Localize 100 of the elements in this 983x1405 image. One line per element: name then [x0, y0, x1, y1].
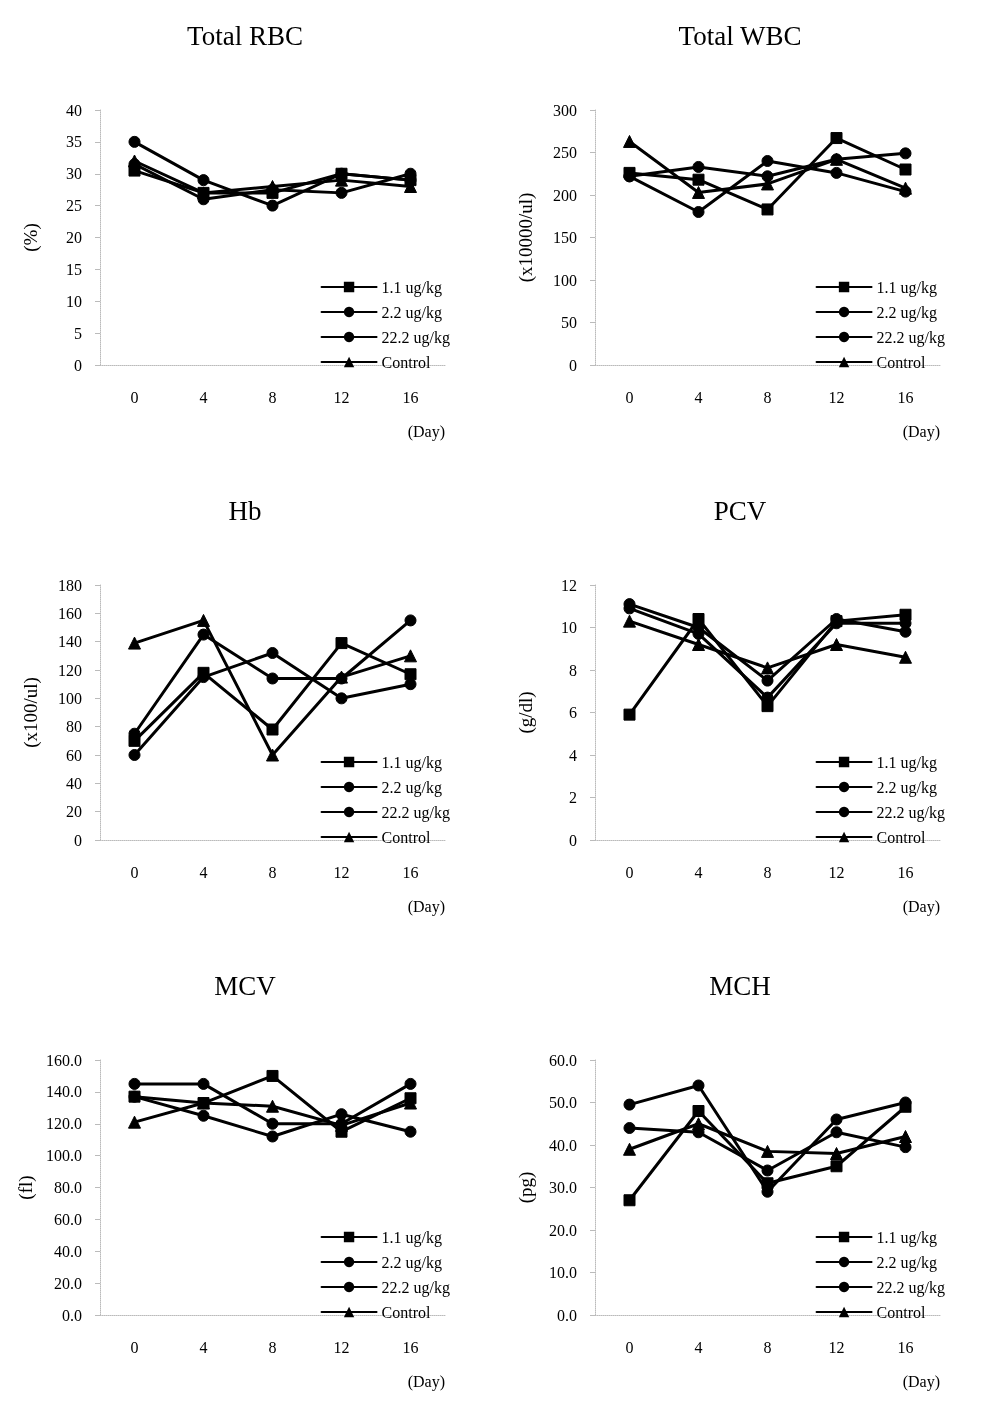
x-tick-label: 12 — [333, 1338, 350, 1356]
y-tick-label: 160.0 — [46, 1051, 82, 1069]
legend-label: 1.1 ug/kg — [381, 1228, 443, 1247]
y-tick-label: 20 — [66, 803, 82, 821]
y-tick-label: 5 — [74, 324, 82, 342]
x-tick-label: 0 — [130, 863, 139, 881]
x-tick-label: 12 — [828, 1338, 845, 1356]
y-tick-label: 0 — [74, 356, 82, 374]
y-tick-label: 60.0 — [54, 1210, 82, 1228]
legend-label: 22.2 ug/kg — [381, 803, 451, 822]
y-tick-label: 250 — [553, 144, 577, 161]
x-axis-title: (Day) — [902, 422, 940, 441]
x-tick-label: 8 — [268, 863, 277, 881]
y-tick-label: 20.0 — [54, 1274, 82, 1292]
legend-label: 1.1 ug/kg — [381, 753, 443, 772]
chart-title: Hb — [228, 495, 262, 526]
legend-label: Control — [381, 828, 431, 846]
legend-label: 2.2 ug/kg — [876, 1253, 938, 1272]
y-tick-label: 140 — [58, 633, 82, 651]
x-tick-label: 4 — [694, 1338, 703, 1356]
chart-title: MCH — [709, 970, 771, 1001]
legend-label: 22.2 ug/kg — [381, 1278, 451, 1297]
y-tick-label: 0 — [569, 356, 577, 374]
x-tick-label: 16 — [897, 388, 914, 406]
legend-label: 22.2 ug/kg — [381, 328, 451, 347]
x-tick-label: 4 — [199, 1338, 208, 1356]
y-tick-label: 30.0 — [549, 1179, 577, 1196]
y-tick-label: 120.0 — [46, 1115, 82, 1133]
x-tick-label: 16 — [897, 863, 914, 881]
x-axis-title: (Day) — [902, 897, 940, 916]
y-tick-label: 20.0 — [549, 1221, 577, 1239]
chart-title: Total RBC — [187, 20, 303, 51]
legend-label: 2.2 ug/kg — [381, 778, 443, 797]
x-tick-label: 4 — [199, 863, 208, 881]
y-tick-label: 0 — [74, 831, 82, 849]
legend-label: 1.1 ug/kg — [381, 278, 443, 297]
y-tick-label: 150 — [553, 229, 577, 246]
y-axis-title: (x10000/ul) — [515, 192, 537, 283]
y-tick-label: 6 — [569, 704, 577, 721]
x-tick-label: 16 — [897, 1338, 914, 1356]
y-tick-label: 40 — [66, 101, 82, 119]
y-tick-label: 0 — [569, 831, 577, 849]
x-tick-label: 12 — [333, 388, 350, 406]
y-tick-label: 10 — [66, 292, 82, 310]
y-axis-title: (fl) — [15, 1175, 38, 1200]
y-tick-label: 8 — [569, 661, 577, 679]
x-tick-label: 8 — [268, 1338, 277, 1356]
legend-label: Control — [876, 828, 926, 846]
y-tick-label: 10.0 — [549, 1264, 577, 1281]
y-tick-label: 160 — [58, 604, 82, 622]
y-tick-label: 30 — [66, 165, 82, 183]
x-tick-label: 0 — [625, 863, 634, 881]
x-tick-label: 16 — [402, 388, 419, 406]
x-axis-title: (Day) — [407, 897, 445, 916]
legend-label: 22.2 ug/kg — [876, 328, 946, 347]
y-axis-title: (x100/ul) — [20, 677, 42, 748]
legend-label: 2.2 ug/kg — [876, 778, 938, 797]
x-tick-label: 0 — [130, 388, 139, 406]
y-tick-label: 15 — [66, 260, 82, 278]
x-axis-title: (Day) — [407, 1372, 445, 1391]
legend-label: 22.2 ug/kg — [876, 803, 946, 822]
x-tick-label: 8 — [763, 1338, 772, 1356]
legend-label: 1.1 ug/kg — [876, 1228, 938, 1247]
y-tick-label: 200 — [553, 186, 577, 204]
y-axis-title: (g/dl) — [515, 691, 537, 734]
x-tick-label: 16 — [402, 1338, 419, 1356]
y-axis-title: (%) — [20, 223, 42, 252]
legend-label: Control — [381, 1303, 431, 1321]
y-tick-label: 60.0 — [549, 1051, 577, 1069]
legend-label: 2.2 ug/kg — [381, 1253, 443, 1272]
y-tick-label: 12 — [561, 576, 577, 594]
legend-label: 22.2 ug/kg — [876, 1278, 946, 1297]
y-tick-label: 80.0 — [54, 1179, 82, 1196]
x-tick-label: 12 — [333, 863, 350, 881]
legend-label: Control — [381, 353, 431, 371]
y-tick-label: 50.0 — [549, 1094, 577, 1111]
x-tick-label: 4 — [199, 388, 208, 406]
y-tick-label: 100 — [553, 271, 577, 289]
x-axis-title: (Day) — [902, 1372, 940, 1391]
y-axis-title: (pg) — [515, 1171, 537, 1204]
y-tick-label: 2 — [569, 789, 577, 806]
y-tick-label: 40.0 — [54, 1242, 82, 1260]
x-tick-label: 4 — [694, 388, 703, 406]
y-tick-label: 180 — [58, 576, 82, 594]
y-tick-label: 10 — [561, 619, 577, 636]
y-tick-label: 60 — [66, 746, 82, 764]
legend-label: 1.1 ug/kg — [876, 753, 938, 772]
y-tick-label: 25 — [66, 197, 82, 215]
x-tick-label: 8 — [268, 388, 277, 406]
y-tick-label: 140.0 — [46, 1083, 82, 1101]
legend-label: Control — [876, 353, 926, 371]
y-tick-label: 0.0 — [62, 1306, 82, 1324]
legend-label: 2.2 ug/kg — [381, 303, 443, 322]
x-tick-label: 0 — [625, 1338, 634, 1356]
x-axis-title: (Day) — [407, 422, 445, 441]
legend-label: 2.2 ug/kg — [876, 303, 938, 322]
chart-title: Total WBC — [678, 20, 802, 51]
x-tick-label: 12 — [828, 388, 845, 406]
y-tick-label: 80 — [66, 718, 82, 736]
x-tick-label: 0 — [625, 388, 634, 406]
